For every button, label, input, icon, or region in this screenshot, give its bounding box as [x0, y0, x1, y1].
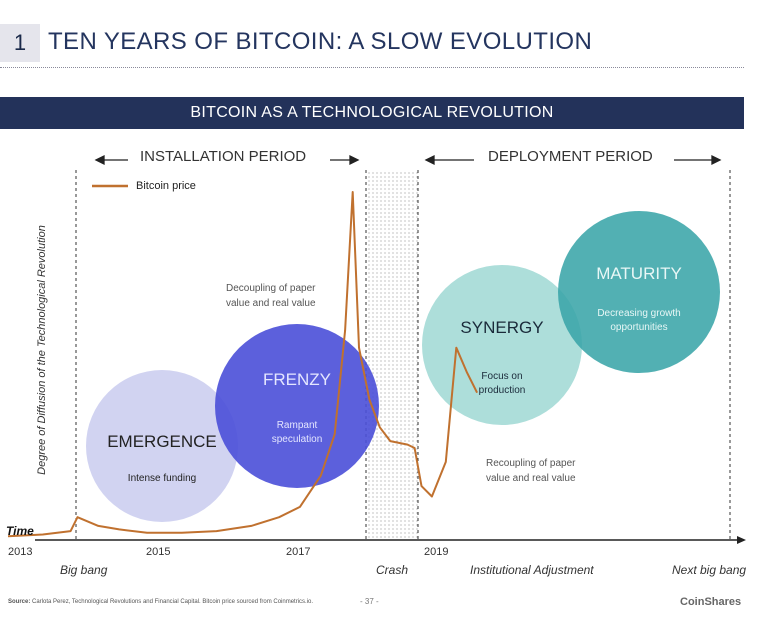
synergy-circle	[422, 265, 582, 425]
installation-arrowhead-right	[349, 154, 360, 166]
deployment-period-label: DEPLOYMENT PERIOD	[488, 148, 653, 165]
maturity-desc-2: opportunities	[610, 322, 668, 333]
source-note: Source: Carlota Perez, Technological Rev…	[8, 599, 313, 605]
x-tick-2015: 2015	[146, 546, 171, 558]
event-crash: Crash	[376, 563, 409, 577]
x-axis-label: Time	[6, 524, 34, 538]
slide-number: 1	[0, 24, 40, 62]
maturity-desc-1: Decreasing growth	[597, 308, 681, 319]
event-big-bang: Big bang	[60, 563, 108, 577]
event-institutional-adjustment: Institutional Adjustment	[470, 563, 594, 577]
synergy-desc-1: Focus on	[481, 371, 523, 382]
emergence-circle	[86, 370, 238, 522]
frenzy-desc-2: speculation	[271, 434, 323, 445]
decoupling-line-2: value and real value	[226, 298, 316, 309]
page-title: TEN YEARS OF BITCOIN: A SLOW EVOLUTION	[48, 28, 593, 55]
deployment-arrowhead-right	[711, 154, 722, 166]
legend-label: Bitcoin price	[136, 180, 196, 192]
decoupling-line-1: Decoupling of paper	[226, 283, 316, 294]
x-axis-arrowhead	[737, 536, 746, 544]
event-next-big-bang: Next big bang	[672, 563, 747, 577]
crash-band	[366, 170, 418, 540]
recoupling-line-1: Recoupling of paper	[486, 458, 576, 469]
emergence-desc: Intense funding	[127, 473, 197, 484]
frenzy-desc-1: Rampant	[276, 420, 318, 431]
recoupling-line-2: value and real value	[486, 473, 576, 484]
deployment-arrowhead-left	[424, 154, 435, 166]
x-tick-2019: 2019	[424, 546, 449, 558]
y-axis-label: Degree of Diffusion of the Technological…	[36, 225, 48, 475]
chart-banner: BITCOIN AS A TECHNOLOGICAL REVOLUTION	[0, 97, 744, 129]
emergence-title: EMERGENCE	[107, 432, 217, 451]
title-divider	[0, 67, 744, 68]
synergy-title: SYNERGY	[460, 318, 544, 337]
installation-period-label: INSTALLATION PERIOD	[140, 148, 307, 165]
installation-arrowhead-left	[94, 154, 105, 166]
page-number: - 37 -	[360, 597, 379, 606]
x-tick-2013: 2013	[8, 546, 33, 558]
x-tick-2017: 2017	[286, 546, 311, 558]
maturity-title: MATURITY	[596, 264, 682, 283]
brand-logo: CoinShares	[680, 596, 742, 608]
frenzy-title: FRENZY	[263, 370, 331, 389]
source-text: Carlota Perez, Technological Revolutions…	[32, 599, 314, 605]
synergy-desc-2: production	[478, 385, 526, 396]
maturity-circle	[558, 211, 720, 373]
bitcoin-price-line	[7, 191, 478, 538]
source-label: Source:	[8, 599, 31, 605]
frenzy-circle	[215, 324, 379, 488]
